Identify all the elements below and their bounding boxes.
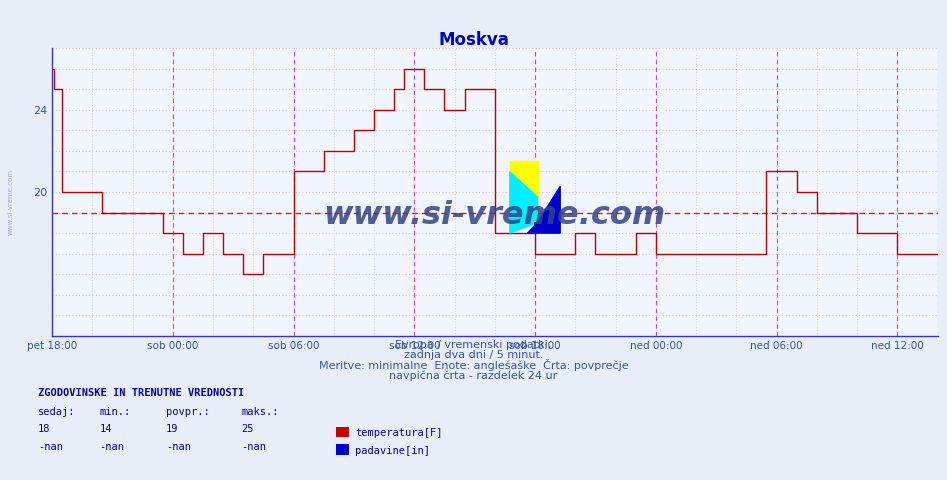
Text: www.si-vreme.com: www.si-vreme.com	[8, 168, 13, 235]
Text: ZGODOVINSKE IN TRENUTNE VREDNOSTI: ZGODOVINSKE IN TRENUTNE VREDNOSTI	[38, 388, 244, 398]
Text: povpr.:: povpr.:	[166, 407, 209, 417]
Text: Evropa / vremenski podatki,: Evropa / vremenski podatki,	[396, 340, 551, 350]
Text: -nan: -nan	[99, 442, 124, 452]
Text: Meritve: minimalne  Enote: anglešaške  Črta: povprečje: Meritve: minimalne Enote: anglešaške Črt…	[319, 359, 628, 371]
Text: -nan: -nan	[166, 442, 190, 452]
Text: navpična črta - razdelek 24 ur: navpična črta - razdelek 24 ur	[389, 371, 558, 381]
Text: 25: 25	[241, 424, 254, 434]
Text: 18: 18	[38, 424, 50, 434]
Polygon shape	[527, 186, 561, 233]
Bar	[509, 161, 538, 197]
Text: www.si-vreme.com: www.si-vreme.com	[324, 200, 666, 230]
Text: -nan: -nan	[38, 442, 63, 452]
Text: Moskva: Moskva	[438, 31, 509, 49]
Text: 14: 14	[99, 424, 112, 434]
Polygon shape	[509, 172, 538, 233]
Text: sedaj:: sedaj:	[38, 407, 76, 417]
Text: -nan: -nan	[241, 442, 266, 452]
Text: padavine[in]: padavine[in]	[355, 446, 430, 456]
Text: maks.:: maks.:	[241, 407, 279, 417]
Text: zadnja dva dni / 5 minut.: zadnja dva dni / 5 minut.	[403, 349, 544, 360]
Text: temperatura[F]: temperatura[F]	[355, 428, 442, 438]
Text: 19: 19	[166, 424, 178, 434]
Text: min.:: min.:	[99, 407, 131, 417]
